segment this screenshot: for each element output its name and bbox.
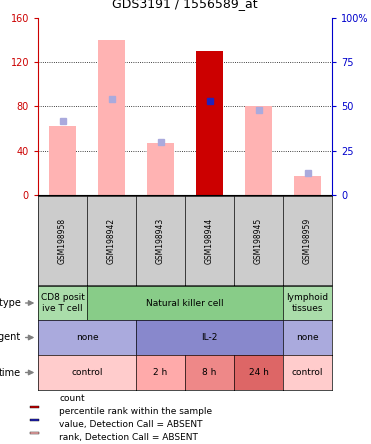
Text: lymphoid
tissues: lymphoid tissues (286, 293, 329, 313)
Text: GSM198959: GSM198959 (303, 218, 312, 264)
Bar (196, 51, 223, 195)
Text: 24 h: 24 h (249, 368, 269, 377)
Text: count: count (59, 394, 85, 403)
Text: GSM198958: GSM198958 (58, 218, 67, 264)
Title: GDS3191 / 1556589_at: GDS3191 / 1556589_at (112, 0, 258, 11)
Bar (98, 40, 125, 195)
Text: GSM198945: GSM198945 (254, 218, 263, 264)
FancyBboxPatch shape (30, 406, 39, 408)
Text: time: time (0, 368, 21, 377)
Text: 2 h: 2 h (153, 368, 168, 377)
Text: none: none (296, 333, 319, 342)
FancyBboxPatch shape (30, 432, 39, 434)
Text: GSM198942: GSM198942 (107, 218, 116, 264)
Text: value, Detection Call = ABSENT: value, Detection Call = ABSENT (59, 420, 203, 429)
Text: CD8 posit
ive T cell: CD8 posit ive T cell (40, 293, 85, 313)
Text: agent: agent (0, 333, 21, 342)
Text: control: control (71, 368, 103, 377)
Bar (294, 176, 321, 195)
Text: control: control (292, 368, 323, 377)
Text: percentile rank within the sample: percentile rank within the sample (59, 407, 213, 416)
Text: Natural killer cell: Natural killer cell (146, 298, 224, 308)
Text: IL-2: IL-2 (201, 333, 218, 342)
Text: cell type: cell type (0, 298, 21, 308)
Bar (147, 143, 174, 195)
FancyBboxPatch shape (30, 419, 39, 421)
Text: none: none (76, 333, 98, 342)
Text: rank, Detection Call = ABSENT: rank, Detection Call = ABSENT (59, 433, 198, 442)
Text: GSM198943: GSM198943 (156, 218, 165, 264)
Text: 8 h: 8 h (202, 368, 217, 377)
Text: GSM198944: GSM198944 (205, 218, 214, 264)
Bar (49, 127, 76, 195)
Bar (245, 107, 272, 195)
